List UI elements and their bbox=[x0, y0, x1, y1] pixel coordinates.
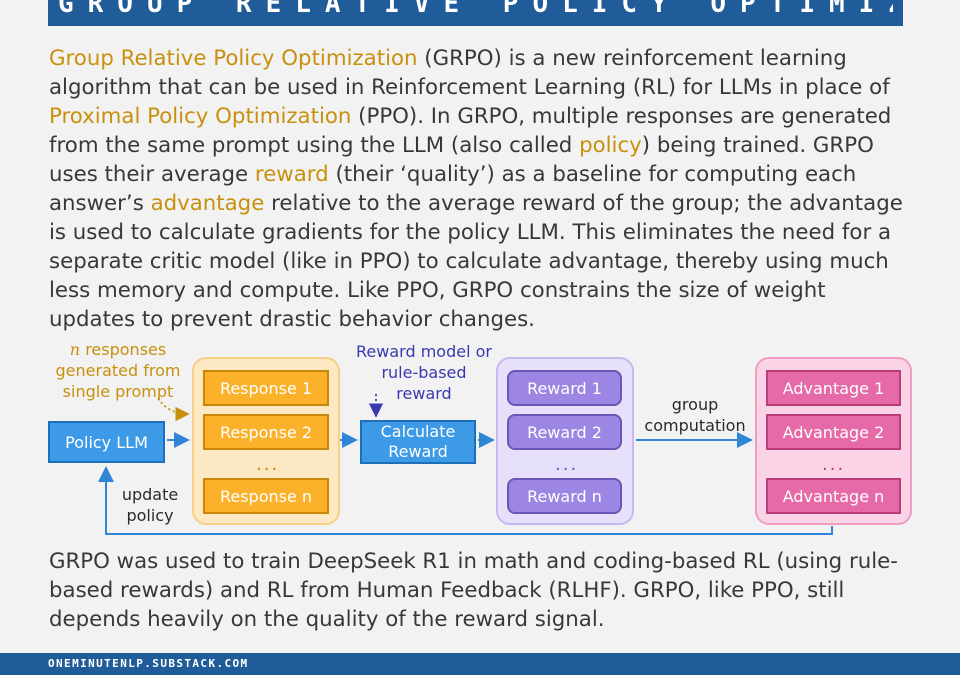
intro-text-3: ) being trained. GRPO uses their average bbox=[49, 133, 874, 187]
intro-text-2: (PPO). In GRPO, multiple responses are g… bbox=[49, 104, 892, 158]
reward-1-box: Reward 1 bbox=[507, 370, 622, 406]
advantage-1-box: Advantage 1 bbox=[766, 370, 901, 406]
intro-text-4: (their ‘quality’) as a baseline for comp… bbox=[49, 162, 857, 216]
grpo-diagram: Policy LLM n responses generated from si… bbox=[0, 336, 960, 542]
footer-url[interactable]: ONEMINUTENLP.SUBSTACK.COM bbox=[48, 657, 249, 670]
advantage-n-box: Advantage n bbox=[766, 478, 901, 514]
intro-paragraph: Group Relative Policy Optimization (GRPO… bbox=[49, 44, 909, 334]
n-variable: n bbox=[69, 340, 81, 359]
term-policy: policy bbox=[579, 133, 642, 158]
advantage-2-box: Advantage 2 bbox=[766, 414, 901, 450]
n-responses-text: responses generated from single prompt bbox=[55, 340, 181, 401]
reward-model-label: Reward model or rule-based reward bbox=[356, 342, 492, 403]
term-grpo: Group Relative Policy Optimization bbox=[49, 46, 418, 71]
response-1-box: Response 1 bbox=[203, 370, 329, 406]
arrow-update-policy bbox=[98, 466, 833, 535]
group-computation-label: group computation bbox=[644, 395, 746, 435]
n-responses-label: n responses generated from single prompt bbox=[40, 339, 196, 402]
advantages-ellipsis: ... bbox=[822, 454, 846, 475]
term-advantage: advantage bbox=[150, 191, 265, 216]
rewards-ellipsis: ... bbox=[555, 454, 579, 475]
reward-n-box: Reward n bbox=[507, 478, 622, 514]
calc-line-1: Calculate bbox=[380, 422, 456, 441]
responses-ellipsis: ... bbox=[256, 454, 280, 475]
title-banner: GROUP RELATIVE POLICY OPTIMIZATION bbox=[48, 0, 903, 26]
diagram-arrows bbox=[98, 394, 833, 535]
calc-line-2: Reward bbox=[388, 442, 448, 461]
update-policy-label: update policy bbox=[121, 485, 179, 525]
calculate-reward-box: Calculate Reward bbox=[360, 420, 476, 464]
footer-banner: ONEMINUTENLP.SUBSTACK.COM bbox=[0, 653, 960, 675]
term-reward: reward bbox=[254, 162, 329, 187]
term-ppo: Proximal Policy Optimization bbox=[49, 104, 352, 129]
intro-text-5: relative to the average reward of the gr… bbox=[49, 191, 903, 332]
page-title: GROUP RELATIVE POLICY OPTIMIZATION bbox=[58, 0, 893, 19]
response-2-box: Response 2 bbox=[203, 414, 329, 450]
reward-2-box: Reward 2 bbox=[507, 414, 622, 450]
policy-llm-box: Policy LLM bbox=[48, 421, 165, 463]
response-n-box: Response n bbox=[203, 478, 329, 514]
outro-paragraph: GRPO was used to train DeepSeek R1 in ma… bbox=[49, 549, 898, 632]
intro-text-1: (GRPO) is a new reinforcement learning a… bbox=[49, 46, 890, 100]
